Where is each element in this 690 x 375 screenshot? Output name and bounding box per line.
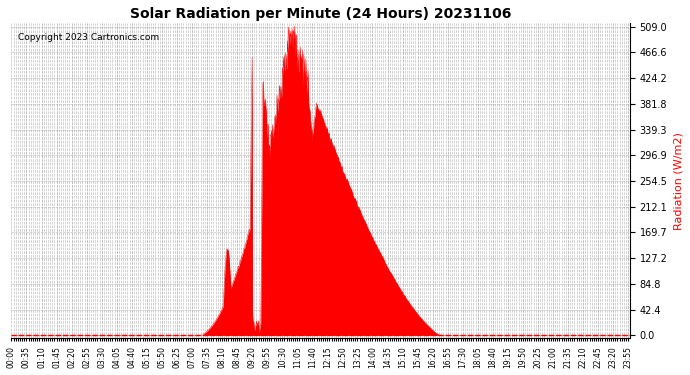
Title: Solar Radiation per Minute (24 Hours) 20231106: Solar Radiation per Minute (24 Hours) 20…: [130, 7, 511, 21]
Text: Copyright 2023 Cartronics.com: Copyright 2023 Cartronics.com: [18, 33, 159, 42]
Y-axis label: Radiation (W/m2): Radiation (W/m2): [673, 132, 683, 230]
